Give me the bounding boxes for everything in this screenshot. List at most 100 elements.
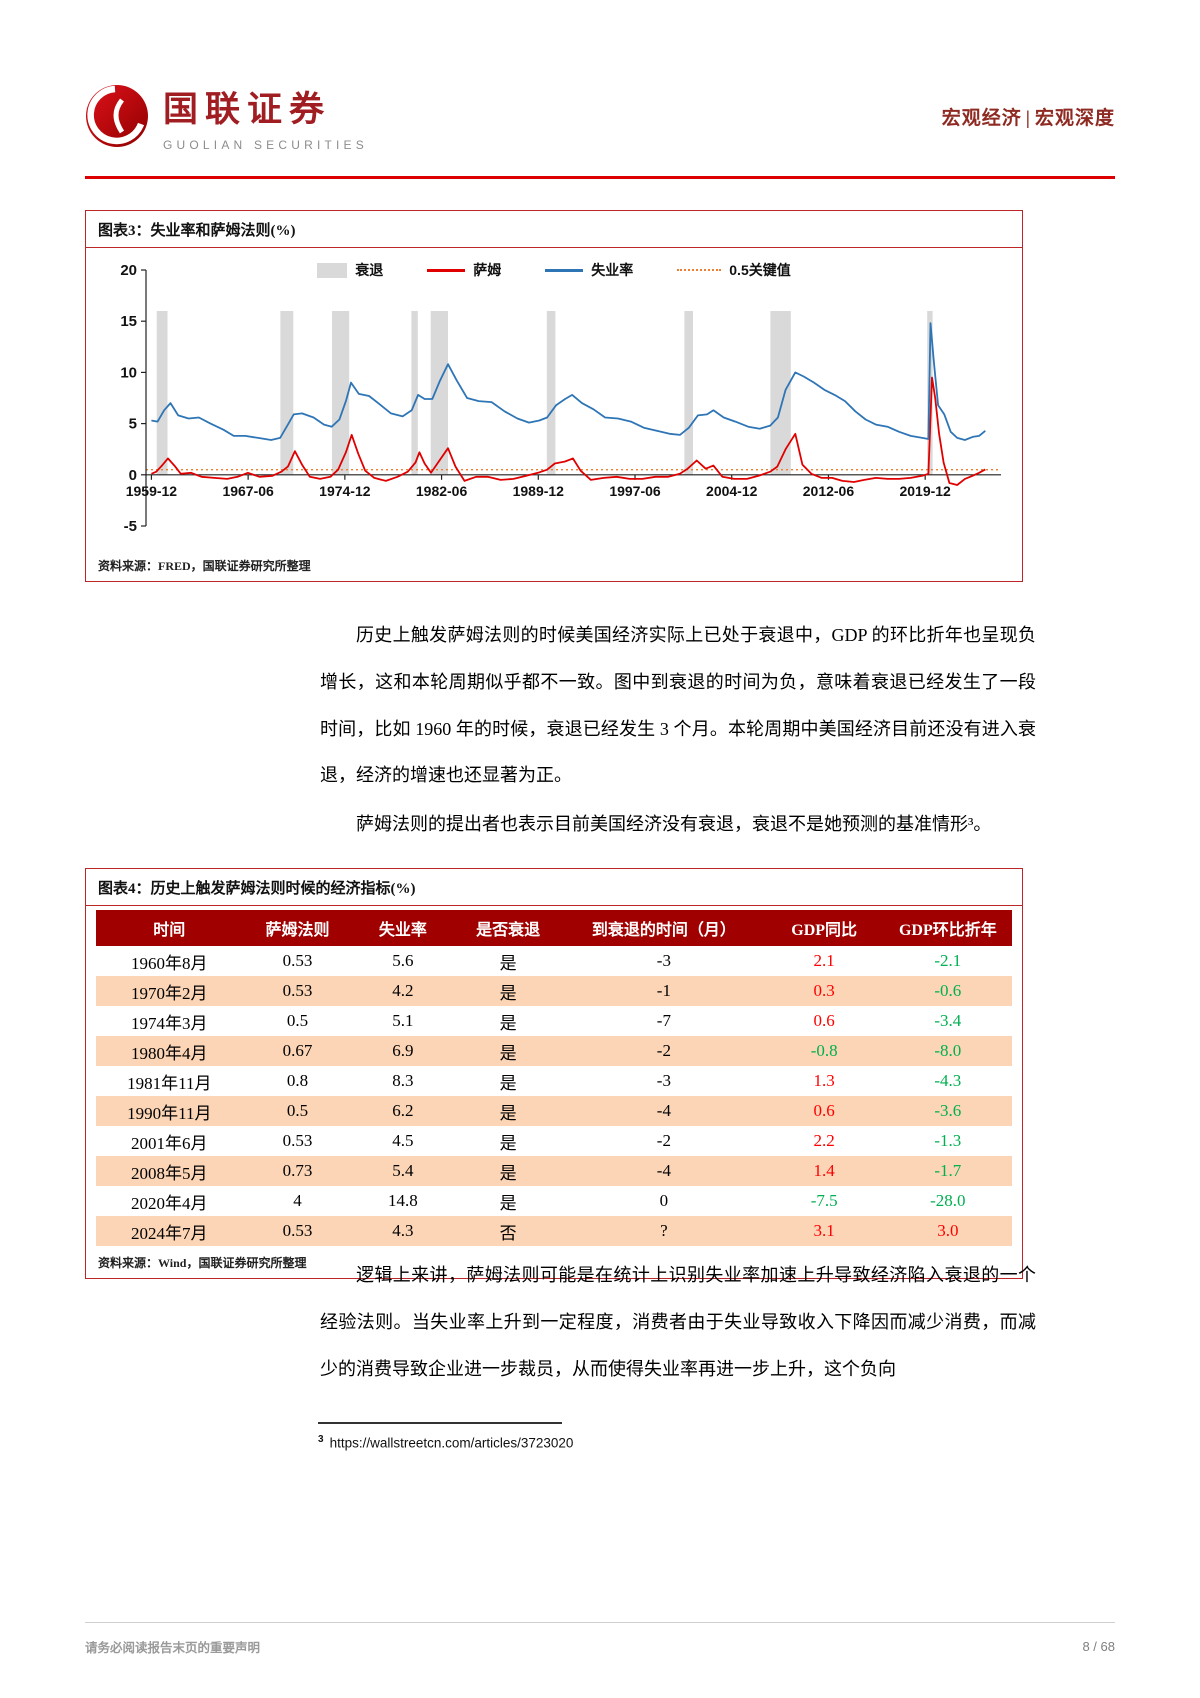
category-left: 宏观经济 — [941, 107, 1022, 129]
body-text-block-2: 逻辑上来讲，萨姆法则可能是在统计上识别失业率加速上升导致经济陷入衰退的一个经验法… — [320, 1252, 1036, 1392]
y-axis-label: -5 — [124, 518, 137, 535]
table-cell: -3.4 — [934, 1011, 962, 1030]
table-cell: ? — [563, 1216, 765, 1246]
y-axis-label: 10 — [120, 364, 137, 381]
table-header-6: GDP环比折年 — [883, 910, 1012, 946]
table-cell: 2.2 — [813, 1131, 835, 1150]
paragraph-1: 历史上触发萨姆法则的时候美国经济实际上已处于衰退中，GDP 的环比折年也呈现负增… — [320, 625, 1036, 786]
table-cell: 是 — [453, 1096, 564, 1126]
table-cell: 0.53 — [282, 1131, 313, 1150]
table-cell: 5.6 — [392, 951, 414, 970]
table-cell: -4.3 — [934, 1071, 962, 1090]
recession-band — [156, 311, 168, 475]
figure-3-source: 资料来源：FRED，国联证券研究所整理 — [98, 559, 311, 573]
table-cell: 是 — [453, 976, 564, 1006]
recession-band — [280, 311, 294, 475]
page-header: 国联证券 GUOLIAN SECURITIES 宏观经济 | 宏观深度 — [85, 66, 1115, 166]
table-cell: 2020年4月 — [131, 1193, 208, 1213]
legend-label: 萨姆 — [473, 262, 502, 278]
table-cell: -2.1 — [934, 951, 962, 970]
sahm-line — [151, 376, 986, 486]
table-cell: 0.53 — [242, 1216, 353, 1246]
table-cell: 0.3 — [764, 976, 884, 1006]
table-cell: -0.6 — [883, 976, 1012, 1006]
category-separator: | — [1025, 107, 1031, 129]
table-cell: 0.53 — [282, 951, 313, 970]
paragraph-2: 萨姆法则的提出者也表示目前美国经济没有衰退，衰退不是她预测的基准情形³。 — [356, 814, 992, 835]
table-cell: 0.8 — [286, 1071, 309, 1090]
legend-unemployment-swatch-icon — [545, 268, 584, 272]
recession-band — [770, 311, 791, 475]
footer-divider — [85, 1622, 1115, 1623]
table-cell: 4 — [293, 1191, 302, 1210]
table-row: 1990年11月 0.5 6.2 是 -4 0.6 -3.6 — [96, 1096, 1012, 1126]
recession-band — [684, 311, 693, 475]
table-cell: 8.3 — [392, 1071, 414, 1090]
y-axis-label: 20 — [120, 262, 137, 279]
table-cell: 0.73 — [242, 1156, 353, 1186]
legend-item-threshold: 0.5关键值 — [677, 260, 791, 280]
table-cell: 1974年3月 — [131, 1013, 208, 1033]
legend-item-sahm: 萨姆 — [427, 260, 501, 280]
brand-name-cn: 国联证券 — [163, 89, 332, 129]
page-footer: 请务必阅读报告末页的重要声明 8 / 68 — [85, 1622, 1115, 1656]
table-header-3: 是否衰退 — [453, 910, 564, 946]
table-cell: -2 — [656, 1131, 671, 1150]
table-row: 2024年7月 0.53 4.3 否? 3.1 3.0 — [96, 1216, 1012, 1246]
table-cell: 4.5 — [392, 1131, 414, 1150]
x-axis-label: 1997-06 — [609, 483, 661, 499]
table-cell: -7 — [656, 1011, 671, 1030]
table-cell: 是 — [499, 953, 517, 973]
table-cell: 6.2 — [352, 1096, 454, 1126]
table-cell: 3.0 — [883, 1216, 1012, 1246]
legend-threshold-swatch-icon — [677, 269, 722, 271]
table-cell: -0.8 — [764, 1036, 884, 1066]
legend-recession-swatch-icon — [317, 262, 348, 278]
table-cell: 3.1 — [764, 1216, 884, 1246]
table-cell: 0 — [659, 1191, 669, 1210]
header-divider — [85, 176, 1115, 179]
table-cell: 1970年2月 — [96, 976, 243, 1006]
legend-sahm-swatch-icon — [427, 268, 466, 272]
category-right: 宏观深度 — [1034, 107, 1115, 129]
legend-item-recession: 衰退 — [317, 260, 383, 280]
footnote: 3 https://wallstreetcn.com/articles/37230… — [318, 1434, 1034, 1451]
page-number: 8 / 68 — [1082, 1639, 1115, 1654]
table-cell: 6.9 — [352, 1036, 454, 1066]
table-cell: -1.3 — [934, 1131, 962, 1150]
chart-canvas: 20 15 10 5 0 -5 1959-12 1967-06 1974-12 1982-06 19… — [96, 254, 1014, 551]
legend-label: 失业率 — [591, 262, 634, 278]
recession-band — [332, 311, 350, 475]
report-category: 宏观经济 | 宏观深度 — [942, 103, 1115, 130]
table-cell: 4.3 — [352, 1216, 454, 1246]
table-cell: 2008年5月 — [96, 1156, 243, 1186]
legend-label: 衰退 — [355, 262, 384, 278]
table-cell: -7.5 — [810, 1191, 838, 1210]
chart-svg: 20 15 10 5 0 -5 1959-12 1967-06 1974-12 1982-06 19… — [120, 262, 1001, 535]
footnote-link[interactable]: https://wallstreetcn.com/articles/372302… — [329, 1435, 574, 1451]
table-cell: -28.0 — [930, 1191, 966, 1210]
y-axis-label: 0 — [129, 467, 137, 484]
table-cell: 是 — [453, 1036, 564, 1066]
table-cell: 5.4 — [352, 1156, 454, 1186]
x-axis-label: 1989-12 — [513, 483, 565, 499]
table-cell: -4 — [563, 1096, 765, 1126]
sahm-history-table: 时间 萨姆法则 失业率 是否衰退 到衰退的时间（月） GDP同比 GDP环比折年 1960年… — [96, 910, 1012, 1246]
legend-item-unemployment: 失业率 — [545, 260, 633, 280]
table-cell: 是 — [499, 1013, 517, 1033]
table-row: 1960年8月 0.53 5.6 是 -3 2.1 -2.1 — [96, 946, 1012, 976]
table-cell: 1.4 — [764, 1156, 884, 1186]
x-axis-label: 1959-12 — [126, 483, 178, 499]
table-cell: 0.5 — [242, 1096, 353, 1126]
legend-label: 0.5关键值 — [729, 262, 791, 278]
table-cell: 是 — [499, 1193, 517, 1213]
figure-4-source: 资料来源：Wind，国联证券研究所整理 — [98, 1256, 307, 1270]
table-cell: 14.8 — [387, 1191, 418, 1210]
table-cell: 0.67 — [242, 1036, 353, 1066]
x-axis-label: 1982-06 — [416, 483, 468, 499]
table-header-4: 到衰退的时间（月） — [563, 910, 765, 946]
table-cell: -1 — [563, 976, 765, 1006]
chart-legend: 衰退 萨姆 失业率 0.5关键值 — [86, 260, 1022, 280]
table-cell: -3.6 — [883, 1096, 1012, 1126]
